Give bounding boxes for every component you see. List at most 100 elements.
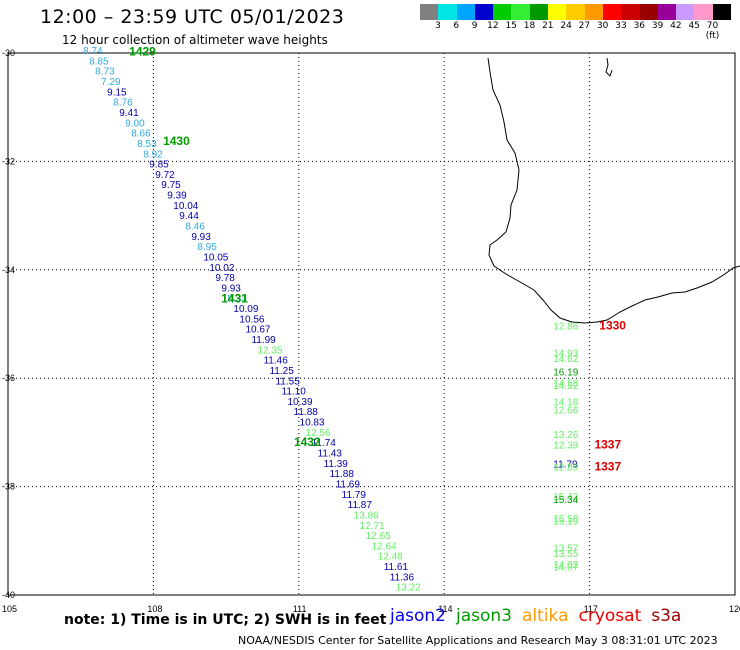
swh-value: 11.88 (330, 469, 355, 480)
satellite-altika: altika (522, 606, 569, 626)
scale-label: 36 (633, 21, 646, 31)
scale-label: 42 (670, 21, 682, 31)
scale-swatch (456, 4, 475, 20)
swh-value: 8.53 (137, 139, 157, 150)
swh-value: 11.46 (263, 356, 288, 367)
satellite-s3a: s3a (651, 606, 682, 626)
map-subtitle: 12 hour collection of altimeter wave hei… (62, 33, 328, 47)
scale-label: 30 (596, 21, 609, 31)
lon-label: 117 (584, 604, 598, 614)
swh-value: 9.44 (179, 211, 199, 222)
lat-label: -30 (2, 48, 15, 58)
scale-label: 9 (471, 21, 478, 31)
swh-value: 12.39 (553, 441, 578, 452)
map-frame (7, 52, 736, 596)
satellite-legend: jason2 jason3 altika cryosat s3a (390, 606, 681, 626)
satellite-jason3: jason3 (456, 606, 512, 626)
lon-label: 114 (438, 604, 452, 614)
swh-value: 8.74 (83, 46, 103, 57)
credit-line: NOAA/NESDIS Center for Satellite Applica… (238, 634, 718, 647)
swh-value: 8.73 (95, 67, 115, 78)
swh-value: 8.33 (227, 294, 247, 305)
scale-label: 24 (560, 21, 572, 31)
swh-value: 14.02 (553, 560, 578, 571)
map-title: 12:00 – 23:59 UTC 05/01/2023 (40, 6, 345, 28)
swh-value: 12.71 (360, 521, 385, 532)
swh-value: 12.48 (378, 552, 403, 563)
swh-value: 11.99 (251, 335, 276, 346)
swh-value: 11.79 (342, 490, 367, 501)
scale-swatch (493, 4, 512, 20)
swh-value: 11.79 (553, 460, 578, 471)
swh-value: 11.69 (336, 479, 361, 490)
swh-value: 12.89 (553, 462, 578, 473)
swh-value: 9.78 (215, 273, 235, 284)
swh-value: 11.43 (318, 449, 343, 460)
lon-label: 111 (293, 604, 307, 614)
swh-value: 10.83 (300, 418, 325, 429)
swh-value: 12.86 (553, 321, 578, 332)
scale-swatch (694, 4, 713, 20)
swh-value: 14.58 (553, 378, 578, 389)
swh-value: 8.76 (113, 98, 133, 109)
scale-label: 18 (523, 21, 536, 31)
lat-label: -38 (2, 482, 15, 492)
swh-value: 9.72 (155, 170, 175, 181)
swh-value: 9.85 (149, 160, 169, 171)
swh-value: 9.93 (221, 283, 241, 294)
swh-value: 15.34 (553, 495, 578, 506)
scale-swatch (474, 4, 494, 20)
pass-time-label: 1337 (594, 438, 621, 452)
scale-swatch (602, 4, 622, 20)
scale-swatch (420, 4, 439, 20)
swh-value: 12.35 (257, 345, 282, 356)
swh-value: 7.29 (101, 77, 121, 88)
axis-labels: -30 -32 -34 -36 -38 -40 105 108 111 114 117 120 (2, 48, 740, 614)
pass-time-label: 1330 (599, 318, 626, 332)
australia-coastline (487, 57, 740, 324)
pass-time-label: 1430 (163, 134, 190, 148)
scale-swatch (657, 4, 677, 20)
scale-label: 15 (505, 21, 517, 31)
swh-value: 10.02 (209, 263, 234, 274)
lat-label: -32 (2, 156, 15, 166)
swh-value: 12.56 (306, 428, 331, 439)
swh-value: 9.15 (107, 87, 127, 98)
swh-value: 9.39 (167, 191, 187, 202)
lon-label: 105 (2, 604, 17, 614)
swh-value: 15.58 (553, 514, 578, 525)
swh-value: 9.93 (191, 232, 211, 243)
lon-label: 108 (147, 604, 162, 614)
pass-time-label: 1432 (294, 435, 321, 449)
scale-label: 3 (435, 21, 441, 31)
scale-swatch (438, 4, 457, 20)
color-scale-bar (420, 4, 732, 20)
swh-value: 12.66 (553, 405, 578, 416)
swh-value: 11.55 (275, 376, 300, 387)
swh-value: 14.07 (553, 563, 578, 574)
scale-label: 45 (688, 21, 700, 31)
swh-value: 10.09 (233, 304, 258, 315)
swh-value: 13.57 (553, 544, 578, 555)
swh-value: 8.66 (131, 129, 151, 140)
scale-label: 70 (ft) (705, 21, 720, 41)
color-scale-labels: 3 6 9 12 15 18 21 24 27 30 33 36 39 42 45 70 (ft) (420, 21, 740, 41)
scale-swatch (548, 4, 567, 20)
lat-lon-grid (7, 52, 736, 596)
swh-value: 8.85 (89, 56, 109, 67)
swh-value: 11.10 (282, 387, 307, 398)
swh-value: 8.92 (143, 149, 163, 160)
swh-value: 10.56 (239, 314, 264, 325)
swh-value: 14.52 (553, 381, 578, 392)
swh-value: 13.26 (553, 430, 578, 441)
swh-value: 16.19 (553, 367, 578, 378)
swh-value: 10.04 (173, 201, 198, 212)
lat-label: -36 (2, 373, 15, 383)
pass-time-label: 1337 (594, 459, 621, 473)
scale-label: 33 (615, 21, 627, 31)
satellite-jason2: jason2 (390, 606, 446, 626)
swh-value: 15.19 (553, 517, 578, 528)
swh-value: 9.41 (119, 108, 139, 119)
satellite-cryosat: cryosat (578, 606, 642, 626)
